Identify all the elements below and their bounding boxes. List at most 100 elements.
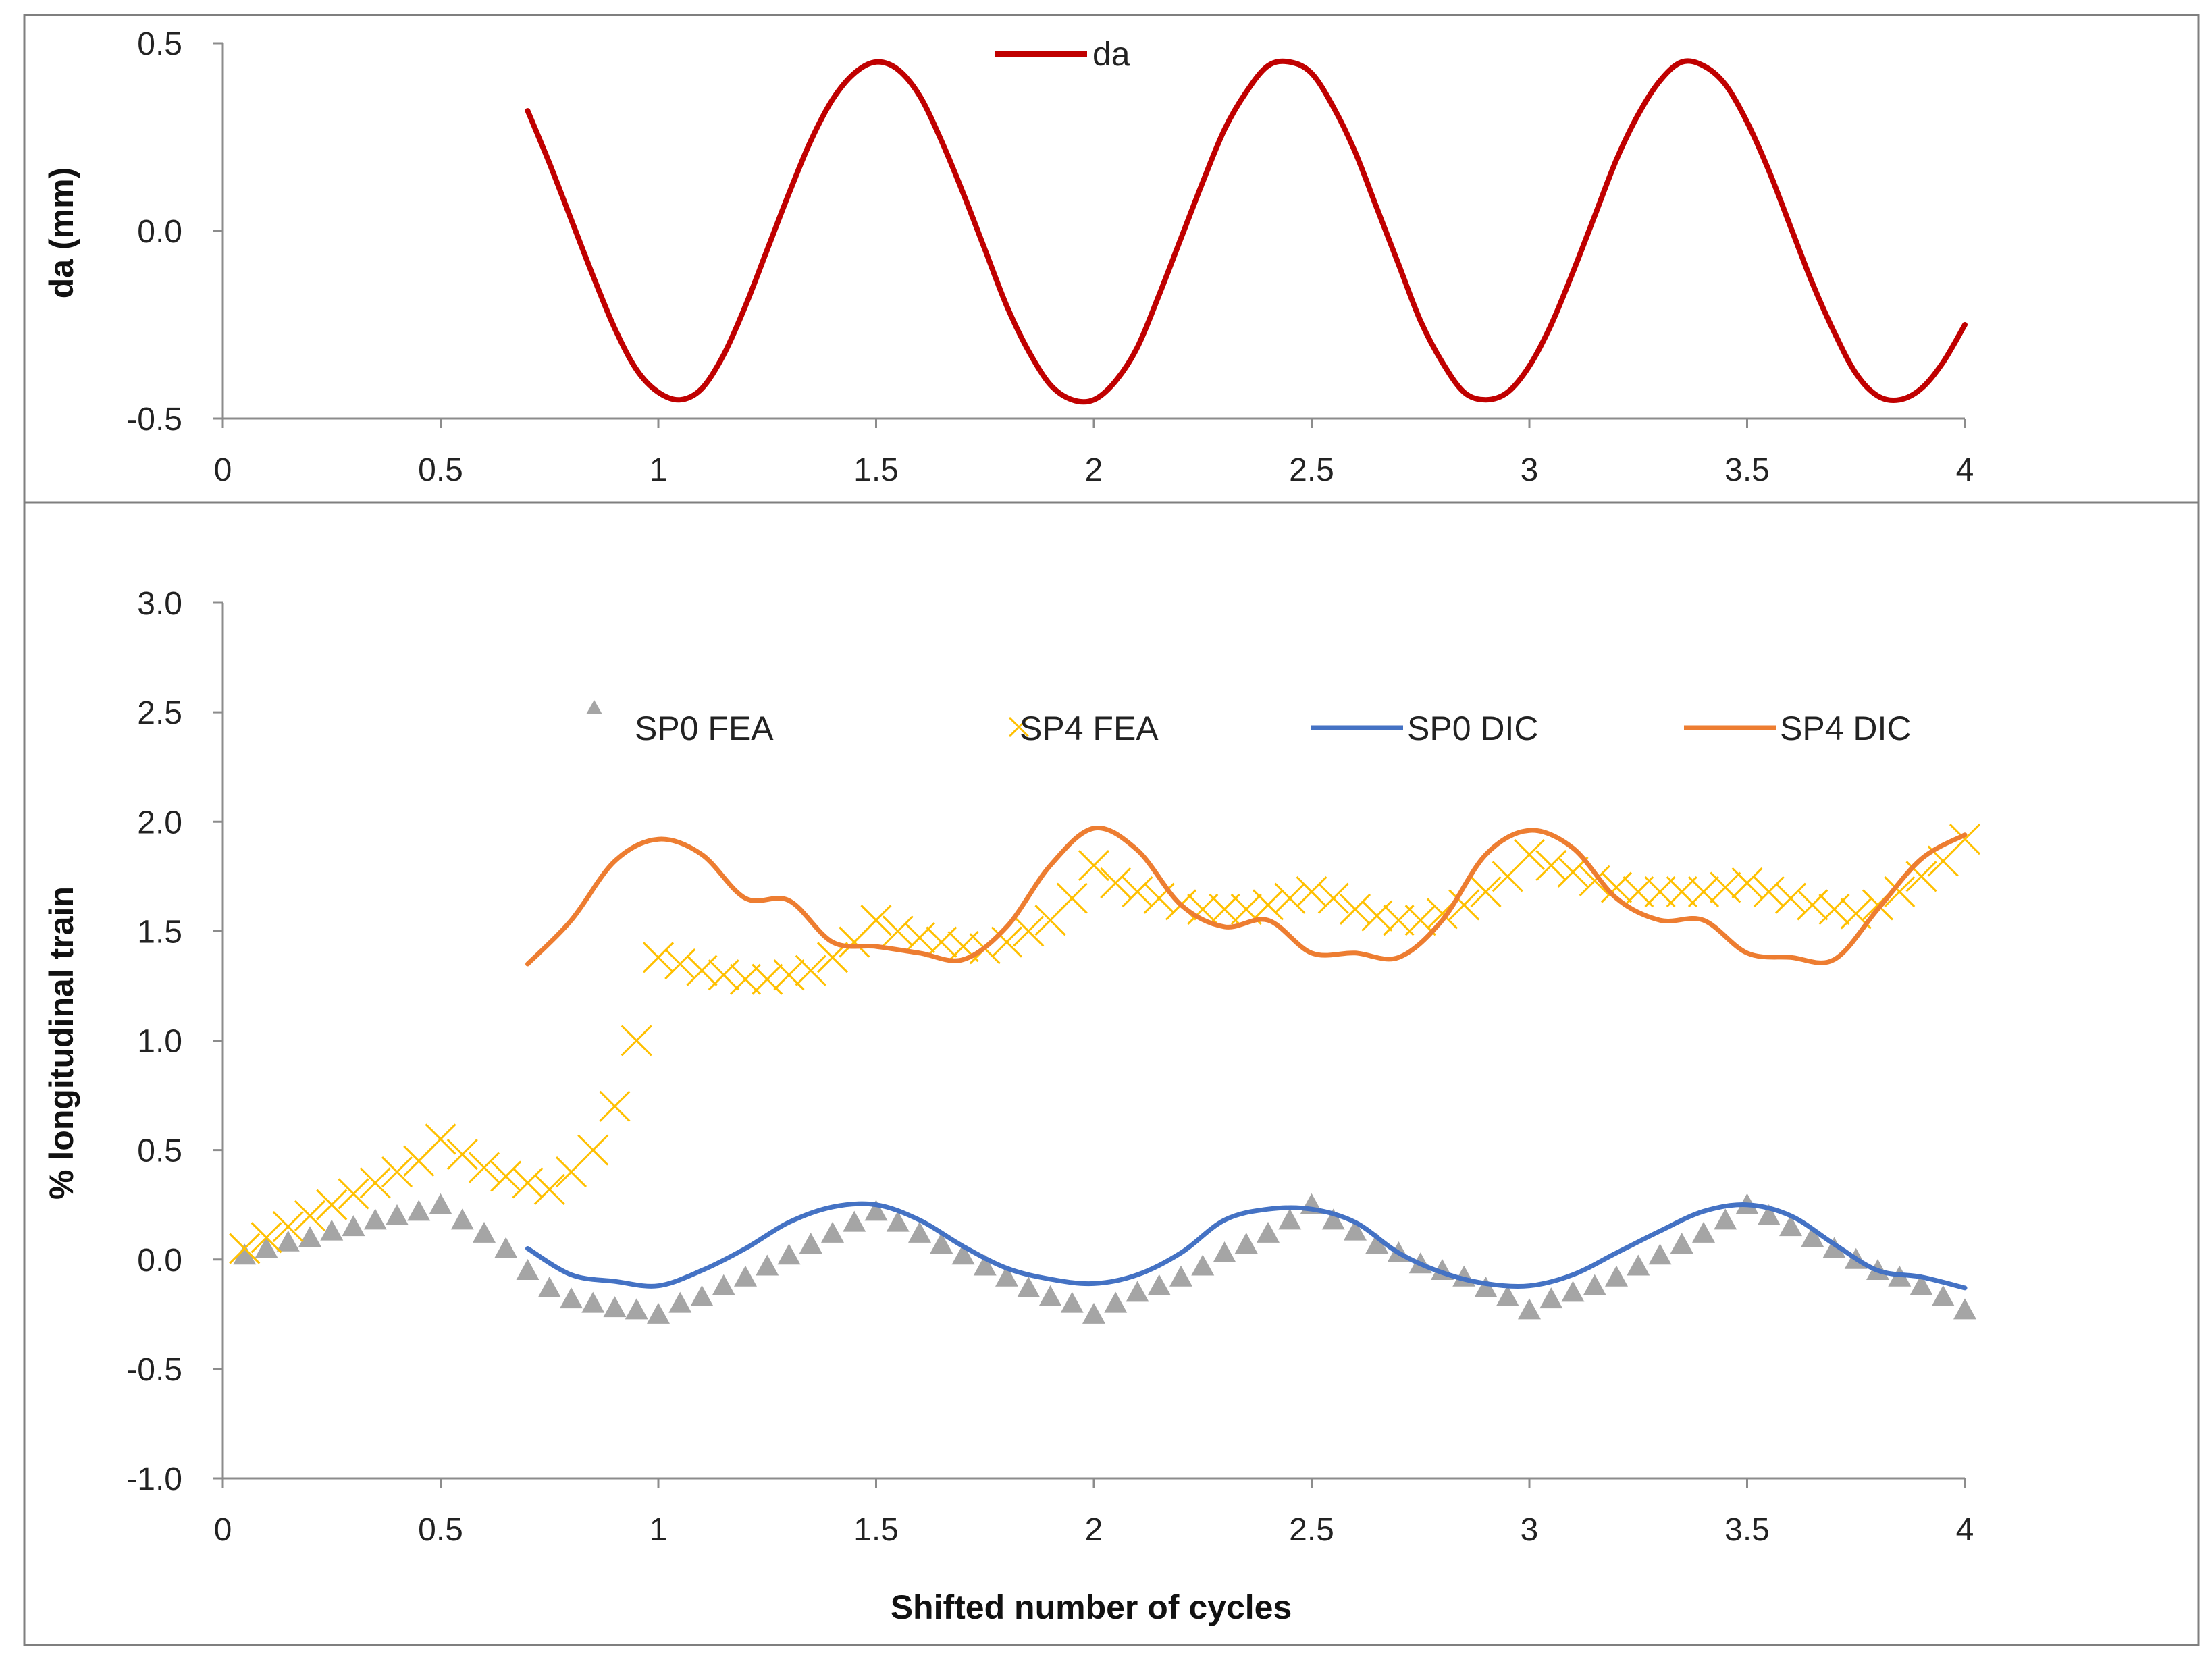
- series-sp4-fea-point-stroke: [338, 1178, 369, 1210]
- series-sp4-fea-point-stroke: [1013, 915, 1045, 947]
- series-sp4-fea-point-stroke: [294, 1200, 326, 1231]
- series-sp4-fea-point: [425, 1123, 456, 1155]
- series-sp4-fea-point: [490, 1160, 522, 1192]
- series-sp0-fea-point: [1017, 1276, 1041, 1297]
- series-sp0-fea-point: [276, 1230, 300, 1252]
- series-sp4-fea-point: [1209, 893, 1240, 925]
- top-legend: da: [995, 35, 1130, 73]
- series-sp0-fea-point: [1953, 1298, 1976, 1320]
- series-sp4-fea-point: [1949, 824, 1981, 855]
- series-sp4-fea-point-stroke: [512, 1167, 544, 1199]
- series-sp0-fea-point: [1670, 1233, 1693, 1254]
- series-sp4-fea-point-stroke: [359, 1167, 391, 1199]
- series-sp0-fea-point: [1496, 1285, 1519, 1306]
- series-sp4-fea-point-stroke: [1731, 867, 1763, 899]
- series-sp0-fea-point: [1104, 1291, 1128, 1313]
- series-sp4-fea-point-stroke: [251, 1222, 282, 1254]
- bottom-y-tick-label: 0.0: [137, 1243, 182, 1279]
- series-sp4-fea-point-stroke: [1579, 865, 1610, 896]
- series-sp4-fea-point-stroke: [1209, 893, 1240, 925]
- series-sp4-fea-point: [1013, 915, 1045, 947]
- series-sp4-fea-point-stroke: [752, 963, 783, 995]
- bottom-x-tick-label: 2.5: [1289, 1512, 1334, 1548]
- series-sp0-fea-point: [712, 1274, 735, 1295]
- series-sp4-fea-point-stroke: [1470, 876, 1502, 908]
- top-series: [525, 58, 1968, 405]
- series-sp4-fea-point: [729, 963, 762, 995]
- series-sp0-fea-point: [1561, 1281, 1585, 1302]
- series-sp4-fea-point: [926, 926, 957, 958]
- series-sp0-fea-point: [1365, 1233, 1389, 1254]
- top-y-tick-label: 0.5: [137, 26, 182, 62]
- series-sp4-fea-point-stroke: [882, 915, 914, 947]
- series-sp4-fea-point-stroke: [1296, 876, 1327, 908]
- series-sp0-fea-point: [1539, 1287, 1563, 1309]
- series-sp4-fea-point: [1797, 889, 1828, 921]
- series-sp4-fea-point-stroke: [272, 1211, 304, 1243]
- series-sp0-fea-point: [494, 1237, 518, 1258]
- series-sp4-fea-point: [1274, 882, 1306, 914]
- top-tick-labels: 0 0.5 1 1.5 2 2.5 3 3.5 4 0.5 0.0 -0.5: [126, 26, 1974, 488]
- series-sp0-fea-point: [1931, 1285, 1955, 1306]
- series-sp4-fea-point: [686, 955, 718, 986]
- series-sp0-fea-point: [1278, 1208, 1302, 1230]
- series-sp4-fea-point: [251, 1222, 282, 1254]
- series-sp4-fea-point-stroke: [1513, 838, 1546, 870]
- series-sp4-fea-point: [1774, 882, 1807, 914]
- series-sp4-dic-line: [525, 825, 1968, 967]
- series-sp4-fea-point: [1884, 876, 1916, 908]
- series-sp4-fea-point: [1710, 871, 1741, 903]
- top-x-tick-label: 1: [650, 452, 668, 488]
- series-sp0-fea-point: [1234, 1233, 1258, 1254]
- series-sp4-fea-point-stroke: [1600, 871, 1633, 903]
- series-sp0-fea-point: [668, 1291, 692, 1313]
- top-x-tick-label: 3.5: [1724, 452, 1770, 488]
- series-sp4-fea-point: [1623, 876, 1654, 908]
- series-sp4-fea-point: [1317, 882, 1349, 914]
- series-sp0-fea-point: [1605, 1265, 1628, 1287]
- series-da-line: [525, 58, 1968, 405]
- top-x-tick-label: 3: [1521, 452, 1539, 488]
- series-sp0-fea-point: [581, 1291, 605, 1313]
- series-sp4-fea-point: [752, 963, 783, 995]
- series-sp0-fea-point: [560, 1287, 583, 1309]
- series-sp4-fea-point-stroke: [1840, 898, 1872, 930]
- series-sp4-fea-point: [1339, 893, 1371, 925]
- series-sp4-fea-point-stroke: [1100, 867, 1132, 899]
- series-sp0-fea-point: [734, 1265, 757, 1287]
- series-sp4-fea-point-stroke: [1905, 861, 1937, 892]
- bottom-x-tick-label: 0: [214, 1512, 232, 1548]
- bottom-y-tick-label: 1.0: [137, 1024, 182, 1060]
- top-axes: [213, 42, 1966, 428]
- series-sp0-fea-point: [1648, 1243, 1672, 1265]
- series-sp4-fea-point-stroke: [1535, 850, 1567, 882]
- series-sp0-fea-point: [799, 1233, 822, 1254]
- series-sp0-fea-point: [1191, 1254, 1215, 1276]
- series-sp4-fea-point-stroke: [1056, 882, 1088, 914]
- legend-da-label: da: [1092, 35, 1130, 73]
- bottom-x-tick-label: 3.5: [1724, 1512, 1770, 1548]
- series-sp0-fea-point: [450, 1208, 474, 1230]
- series-sp4-fea-point: [1470, 876, 1502, 908]
- top-x-tick-label: 2.5: [1289, 452, 1334, 488]
- bottom-x-tick-label: 0.5: [418, 1512, 463, 1548]
- bottom-y-tick-label: 1.5: [137, 914, 182, 950]
- series-sp4-fea-point-stroke: [1623, 876, 1654, 908]
- series-sp4-fea-point: [664, 948, 696, 980]
- series-sp4-fea-point: [1361, 900, 1393, 932]
- bottom-y-tick-label: 2.5: [137, 695, 182, 731]
- legend-sp0-fea-marker: [586, 700, 602, 714]
- top-y-tick-label: 0.0: [137, 214, 182, 250]
- series-sp4-fea-point-stroke: [446, 1139, 478, 1171]
- series-sp4-fea-point-stroke: [686, 955, 718, 986]
- series-sp4-fea-point: [533, 1173, 565, 1206]
- series-sp4-fea-point-stroke: [468, 1152, 500, 1183]
- series-sp4-fea-point: [621, 1025, 652, 1056]
- series-sp4-fea-point-stroke: [1687, 876, 1720, 908]
- series-sp0-fea-point: [1126, 1281, 1149, 1302]
- series-sp4-fea-point: [446, 1139, 478, 1171]
- series-sp4-fea-point-stroke: [926, 926, 957, 958]
- legend-sp0-dic-label: SP0 DIC: [1407, 709, 1539, 747]
- series-sp4-fea-point-stroke: [664, 948, 696, 980]
- series-sp4-fea-point: [991, 926, 1023, 958]
